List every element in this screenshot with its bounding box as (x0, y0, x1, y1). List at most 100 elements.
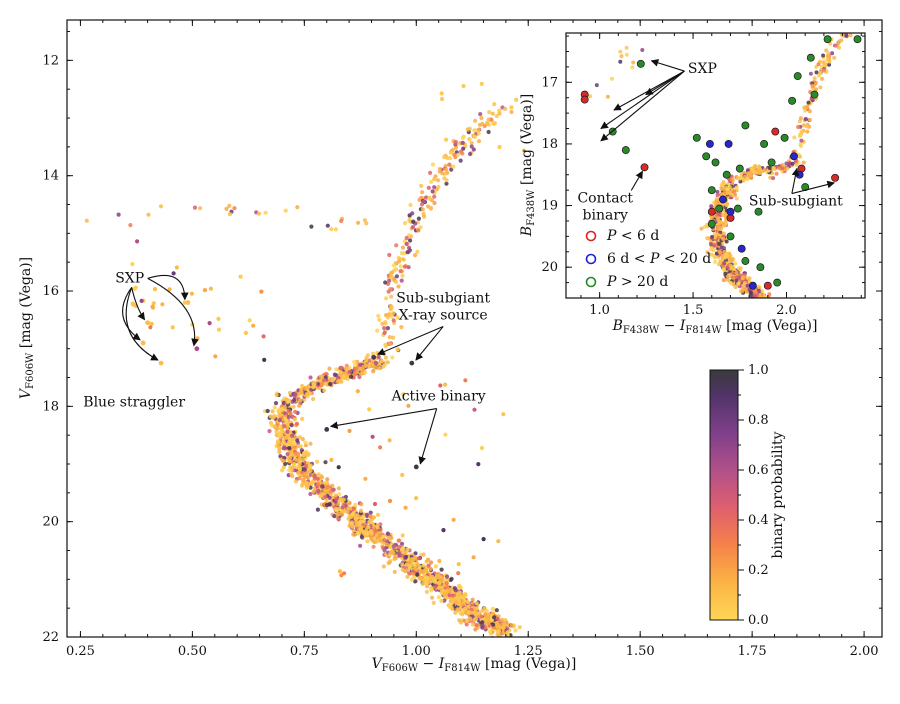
red-giant-star (380, 321, 385, 326)
red-giant-star (384, 313, 389, 318)
bright-giant-star (491, 121, 496, 126)
subgiant-star (374, 360, 379, 366)
main-sequence-star (302, 474, 307, 479)
main-sequence-star (277, 413, 282, 418)
inset-red-giant-star (818, 70, 823, 75)
inset-main-sequence-star (736, 281, 741, 286)
inset-main-sequence-star (745, 283, 750, 288)
blue-straggler-star (261, 334, 266, 339)
red-giant-star (377, 317, 382, 322)
variable-star-mid (748, 281, 757, 290)
horizontal-branch-star (339, 218, 344, 224)
field-star (355, 389, 360, 394)
inset-main-sequence-star (709, 242, 713, 247)
inset-main-sequence-star (732, 189, 737, 194)
field-star (401, 392, 406, 397)
inset-main-sequence-star (725, 191, 730, 196)
red-giant-star (492, 102, 497, 107)
main-sequence-star (405, 574, 410, 579)
main-sequence-star (308, 468, 313, 473)
variable-star-short (763, 281, 772, 290)
variable-star-long (711, 158, 720, 167)
main-sequence-star (297, 435, 302, 440)
red-giant-star (490, 111, 495, 116)
main-sequence-star (270, 409, 275, 414)
main-sequence-star (348, 506, 353, 511)
inset-main-sequence-star (725, 187, 730, 192)
main-sequence-star (278, 454, 283, 459)
subgiant-star (358, 362, 363, 367)
blue-straggler-star (189, 291, 194, 296)
variable-star-long (735, 164, 744, 173)
bright-giant-star (439, 91, 444, 96)
main-sequence-star (437, 581, 442, 586)
inset-main-sequence-star (758, 294, 763, 298)
red-giant-star (477, 122, 483, 127)
colorbar-tick-label: 0.6 (748, 463, 769, 478)
inset-horizontal-branch-star (618, 49, 623, 54)
inset-red-giant-star (807, 109, 812, 114)
subgiant-star (299, 390, 304, 395)
blue-straggler-star (208, 286, 213, 291)
y-tick-label: 14 (42, 169, 59, 184)
variable-star-short (580, 95, 589, 104)
inset-main-sequence-star (760, 298, 764, 302)
main-sequence-star (277, 418, 283, 423)
red-giant-star (467, 137, 472, 142)
horizontal-branch-star (192, 205, 198, 210)
highlighted-star (324, 427, 330, 432)
red-giant-star (376, 354, 381, 359)
inset-main-sequence-star (758, 299, 762, 303)
main-sequence-star (334, 496, 339, 501)
variable-star-long (636, 59, 645, 68)
main-sequence-star (292, 462, 297, 467)
main-sequence-star (353, 516, 359, 522)
red-giant-star (448, 150, 453, 155)
inset-main-sequence-star (716, 216, 721, 221)
inset-main-sequence-star (717, 213, 722, 218)
main-sequence-star (501, 630, 506, 635)
blue-straggler-star (216, 316, 221, 321)
main-sequence-star (315, 481, 320, 486)
main-axis-ticks: 0.25 0.50 0.75 1.00 1.25 1.50 1.75 2.00 12 14 16 18… (42, 20, 882, 659)
main-sequence-star (352, 532, 357, 537)
subgiant-star (371, 369, 376, 374)
inset-main-sequence-star (762, 300, 766, 304)
horizontal-branch-star (158, 204, 164, 209)
blue-straggler-star (150, 304, 155, 309)
inset-red-giant-star (804, 124, 809, 129)
main-sequence-star (494, 608, 499, 613)
inset-main-sequence-star (766, 300, 770, 304)
main-sequence-star (485, 617, 490, 622)
subgiant-star (343, 366, 348, 371)
colorbar-tick-label: 0.8 (748, 413, 769, 428)
main-sequence-star (290, 437, 295, 442)
red-giant-star (383, 342, 388, 347)
red-giant-star (486, 117, 491, 122)
main-plot: 0.25 0.50 0.75 1.00 1.25 1.50 1.75 2.00 12 14 16 18… (18, 19, 883, 674)
red-giant-star (415, 249, 420, 254)
red-giant-star (479, 116, 484, 121)
main-sequence-star (444, 574, 450, 579)
red-giant-star (471, 147, 476, 152)
inset-main-sequence-star (766, 301, 770, 305)
blue-straggler-star (262, 357, 267, 362)
red-giant-star (447, 162, 452, 167)
main-sequence-star (358, 508, 364, 513)
inset-red-giant-star (821, 53, 826, 58)
main-sequence-star (299, 483, 305, 488)
legend-label-long: P > 20 d (606, 274, 668, 290)
inset-main-sequence-star (705, 236, 710, 241)
main-sequence-star (460, 612, 465, 617)
variable-star-short (831, 173, 840, 182)
main-sequence-star (429, 587, 434, 592)
horizontal-branch-star (227, 203, 232, 208)
inset-red-giant-star (844, 33, 849, 38)
field-star (400, 472, 405, 478)
main-sequence-star (456, 601, 461, 607)
inset-red-giant-star (825, 57, 830, 62)
blue-straggler-label: Blue straggler (83, 394, 185, 410)
main-sequence-star (396, 538, 401, 543)
inset-main-sequence-star (713, 201, 718, 206)
